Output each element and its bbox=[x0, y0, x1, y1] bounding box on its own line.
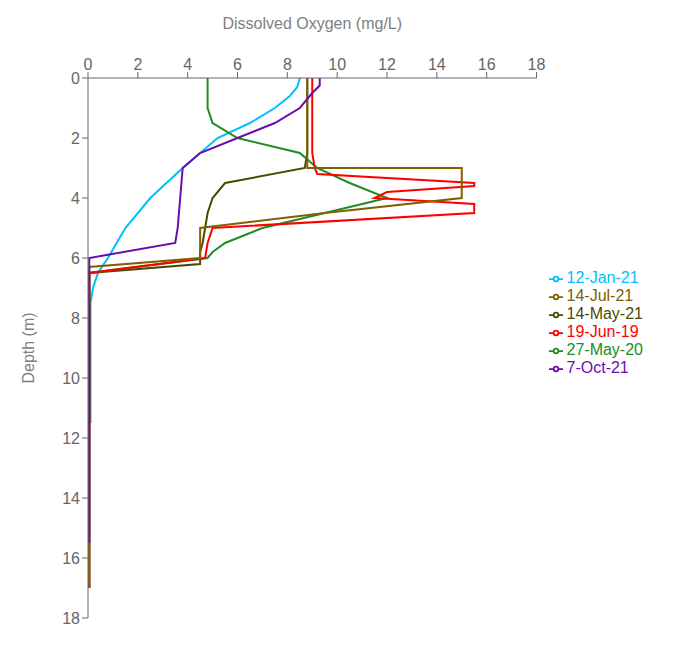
svg-text:16: 16 bbox=[478, 56, 496, 73]
svg-text:14: 14 bbox=[62, 490, 80, 507]
svg-text:6: 6 bbox=[71, 250, 80, 267]
svg-text:Dissolved Oxygen (mg/L): Dissolved Oxygen (mg/L) bbox=[222, 15, 402, 32]
svg-text:4: 4 bbox=[71, 190, 80, 207]
html-text:14-May-21: 14-May-21 bbox=[566, 305, 643, 322]
svg-text:Depth (m): Depth (m) bbox=[20, 312, 37, 383]
svg-text:0: 0 bbox=[71, 70, 80, 87]
svg-text:18: 18 bbox=[528, 56, 546, 73]
svg-text:2: 2 bbox=[133, 56, 142, 73]
svg-text:8: 8 bbox=[283, 56, 292, 73]
svg-text:0: 0 bbox=[84, 56, 93, 73]
svg-text:2: 2 bbox=[71, 130, 80, 147]
html-text:19-Jun-19: 19-Jun-19 bbox=[566, 323, 639, 340]
svg-text:18: 18 bbox=[62, 610, 80, 627]
html-text:7-Oct-21: 7-Oct-21 bbox=[566, 359, 629, 376]
svg-text:10: 10 bbox=[328, 56, 346, 73]
svg-text:4: 4 bbox=[183, 56, 192, 73]
svg-text:10: 10 bbox=[62, 370, 80, 387]
svg-text:6: 6 bbox=[233, 56, 242, 73]
svg-text:12: 12 bbox=[62, 430, 80, 447]
html-text:14-Jul-21: 14-Jul-21 bbox=[566, 287, 634, 304]
svg-text:14: 14 bbox=[428, 56, 446, 73]
svg-text:16: 16 bbox=[62, 550, 80, 567]
svg-text:8: 8 bbox=[71, 310, 80, 327]
html-text:12-Jan-21: 12-Jan-21 bbox=[566, 269, 639, 286]
svg-text:12: 12 bbox=[378, 56, 396, 73]
html-text:27-May-20: 27-May-20 bbox=[566, 341, 643, 358]
